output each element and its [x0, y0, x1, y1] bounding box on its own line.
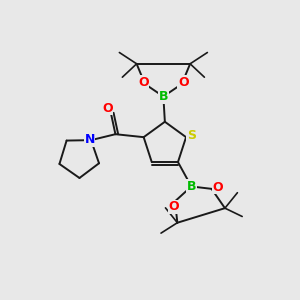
Text: O: O: [168, 200, 179, 213]
Text: N: N: [84, 133, 95, 146]
Text: B: B: [187, 180, 196, 193]
Text: O: O: [102, 101, 113, 115]
Text: O: O: [178, 76, 189, 89]
Text: S: S: [187, 129, 196, 142]
Text: O: O: [212, 181, 223, 194]
Text: B: B: [159, 90, 168, 103]
Text: O: O: [138, 76, 149, 89]
